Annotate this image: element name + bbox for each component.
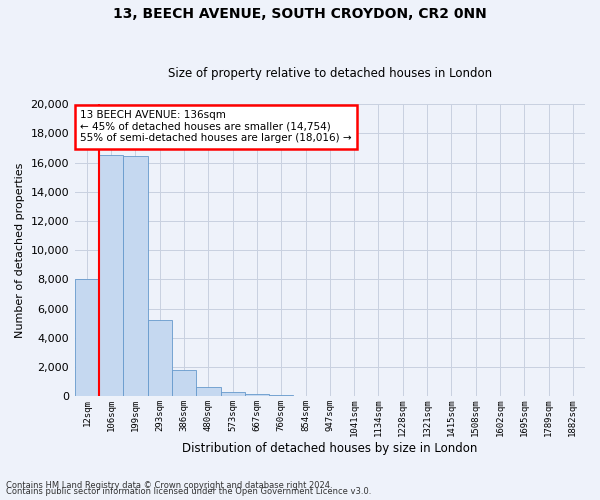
Bar xyxy=(221,392,245,396)
Text: Contains public sector information licensed under the Open Government Licence v3: Contains public sector information licen… xyxy=(6,488,371,496)
Bar xyxy=(75,278,99,396)
Text: 13 BEECH AVENUE: 136sqm
← 45% of detached houses are smaller (14,754)
55% of sem: 13 BEECH AVENUE: 136sqm ← 45% of detache… xyxy=(80,110,352,144)
Bar xyxy=(269,395,293,396)
Bar xyxy=(99,156,124,396)
Text: 13, BEECH AVENUE, SOUTH CROYDON, CR2 0NN: 13, BEECH AVENUE, SOUTH CROYDON, CR2 0NN xyxy=(113,8,487,22)
Text: Contains HM Land Registry data © Crown copyright and database right 2024.: Contains HM Land Registry data © Crown c… xyxy=(6,481,332,490)
X-axis label: Distribution of detached houses by size in London: Distribution of detached houses by size … xyxy=(182,442,478,455)
Title: Size of property relative to detached houses in London: Size of property relative to detached ho… xyxy=(168,66,492,80)
Bar xyxy=(124,156,148,396)
Bar xyxy=(148,320,172,396)
Y-axis label: Number of detached properties: Number of detached properties xyxy=(15,162,25,338)
Bar xyxy=(245,394,269,396)
Bar xyxy=(172,370,196,396)
Bar xyxy=(196,387,221,396)
